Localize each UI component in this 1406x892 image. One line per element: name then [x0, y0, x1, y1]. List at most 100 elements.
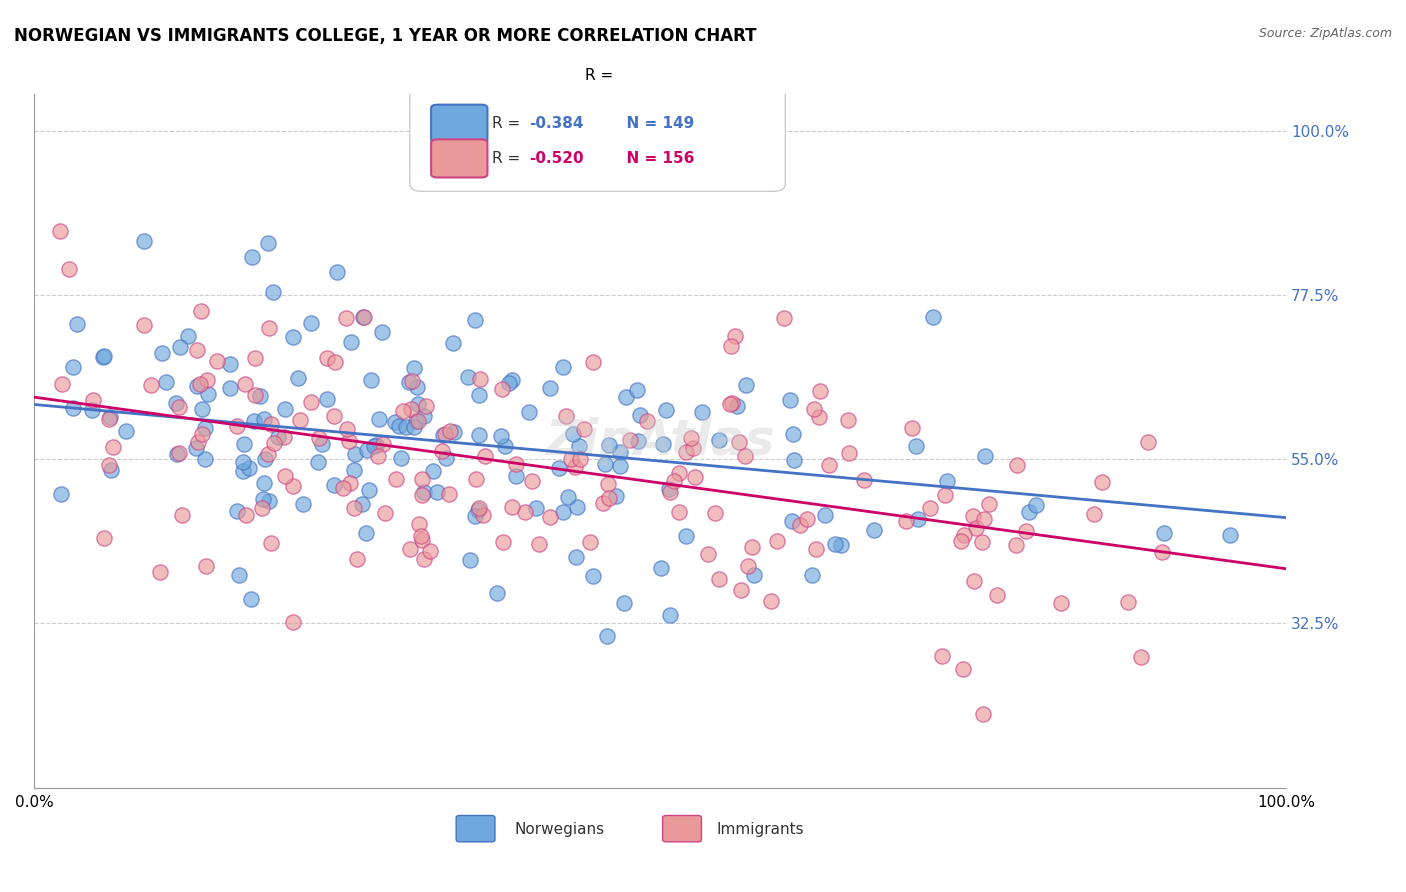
Immigrants	[401, 374, 423, 388]
Immigrants	[465, 472, 488, 486]
Norwegians	[782, 427, 804, 442]
Norwegians	[742, 568, 765, 582]
Immigrants	[953, 528, 976, 542]
Norwegians	[1153, 525, 1175, 540]
Immigrants	[97, 458, 120, 472]
Immigrants	[592, 496, 614, 510]
Norwegians	[551, 505, 574, 519]
Norwegians	[406, 380, 429, 394]
Text: ZipAtlas: ZipAtlas	[546, 417, 775, 465]
Immigrants	[167, 400, 190, 414]
Immigrants	[226, 419, 249, 434]
Norwegians	[548, 460, 571, 475]
Immigrants	[724, 328, 747, 343]
Norwegians	[51, 486, 73, 500]
Immigrants	[789, 518, 811, 533]
Norwegians	[595, 457, 617, 471]
Immigrants	[353, 310, 375, 325]
Norwegians	[443, 425, 465, 439]
Immigrants	[367, 449, 389, 463]
Norwegians	[93, 349, 115, 363]
Immigrants	[343, 501, 366, 516]
Norwegians	[779, 393, 801, 408]
Norwegians	[114, 424, 136, 438]
Immigrants	[1083, 507, 1105, 521]
Norwegians	[675, 529, 697, 543]
Immigrants	[471, 508, 494, 522]
Immigrants	[408, 516, 430, 531]
Immigrants	[250, 501, 273, 516]
Norwegians	[254, 452, 277, 467]
Immigrants	[808, 384, 831, 398]
Immigrants	[243, 351, 266, 365]
Immigrants	[1091, 475, 1114, 490]
Norwegians	[658, 482, 681, 496]
Norwegians	[551, 359, 574, 374]
Norwegians	[468, 388, 491, 402]
Norwegians	[505, 469, 527, 483]
Immigrants	[1152, 544, 1174, 558]
Immigrants	[49, 224, 72, 238]
Norwegians	[155, 375, 177, 389]
Norwegians	[432, 428, 454, 442]
Norwegians	[907, 512, 929, 526]
Norwegians	[1018, 505, 1040, 519]
Immigrants	[560, 452, 582, 467]
Text: -0.520: -0.520	[529, 151, 583, 166]
Norwegians	[150, 345, 173, 359]
Immigrants	[721, 395, 744, 409]
Immigrants	[233, 376, 256, 391]
Norwegians	[368, 412, 391, 426]
Immigrants	[598, 491, 620, 506]
Norwegians	[609, 445, 631, 459]
Norwegians	[252, 492, 274, 507]
Norwegians	[609, 459, 631, 474]
Norwegians	[568, 439, 591, 453]
Norwegians	[98, 410, 121, 425]
Immigrants	[598, 477, 620, 491]
Norwegians	[498, 376, 520, 391]
Text: Immigrants: Immigrants	[717, 822, 804, 837]
Immigrants	[803, 402, 825, 417]
Norwegians	[974, 449, 997, 463]
Immigrants	[274, 469, 297, 483]
Immigrants	[411, 533, 433, 547]
Immigrants	[419, 544, 441, 558]
Norwegians	[464, 509, 486, 524]
Norwegians	[193, 421, 215, 435]
Norwegians	[343, 463, 366, 477]
Immigrants	[93, 531, 115, 545]
Immigrants	[773, 310, 796, 325]
Immigrants	[529, 537, 551, 551]
Norwegians	[464, 313, 486, 327]
Norwegians	[658, 607, 681, 622]
Norwegians	[830, 538, 852, 552]
Norwegians	[422, 464, 444, 478]
Norwegians	[501, 373, 523, 387]
Immigrants	[679, 431, 702, 445]
Immigrants	[187, 435, 209, 450]
Immigrants	[167, 445, 190, 459]
Immigrants	[243, 388, 266, 402]
FancyBboxPatch shape	[432, 104, 488, 143]
Immigrants	[273, 429, 295, 443]
Norwegians	[690, 405, 713, 419]
Norwegians	[727, 399, 749, 413]
Norwegians	[165, 396, 187, 410]
Immigrants	[339, 475, 361, 490]
Text: Source: ZipAtlas.com: Source: ZipAtlas.com	[1258, 27, 1392, 40]
Immigrants	[727, 435, 749, 450]
Norwegians	[494, 439, 516, 453]
Immigrants	[1007, 458, 1029, 472]
Immigrants	[502, 500, 524, 515]
Immigrants	[51, 376, 73, 391]
Norwegians	[626, 383, 648, 397]
Norwegians	[197, 386, 219, 401]
Norwegians	[524, 501, 547, 516]
Norwegians	[243, 414, 266, 428]
Immigrants	[1050, 597, 1073, 611]
Norwegians	[340, 335, 363, 350]
Immigrants	[337, 434, 360, 448]
Norwegians	[233, 437, 256, 451]
Norwegians	[219, 381, 242, 395]
